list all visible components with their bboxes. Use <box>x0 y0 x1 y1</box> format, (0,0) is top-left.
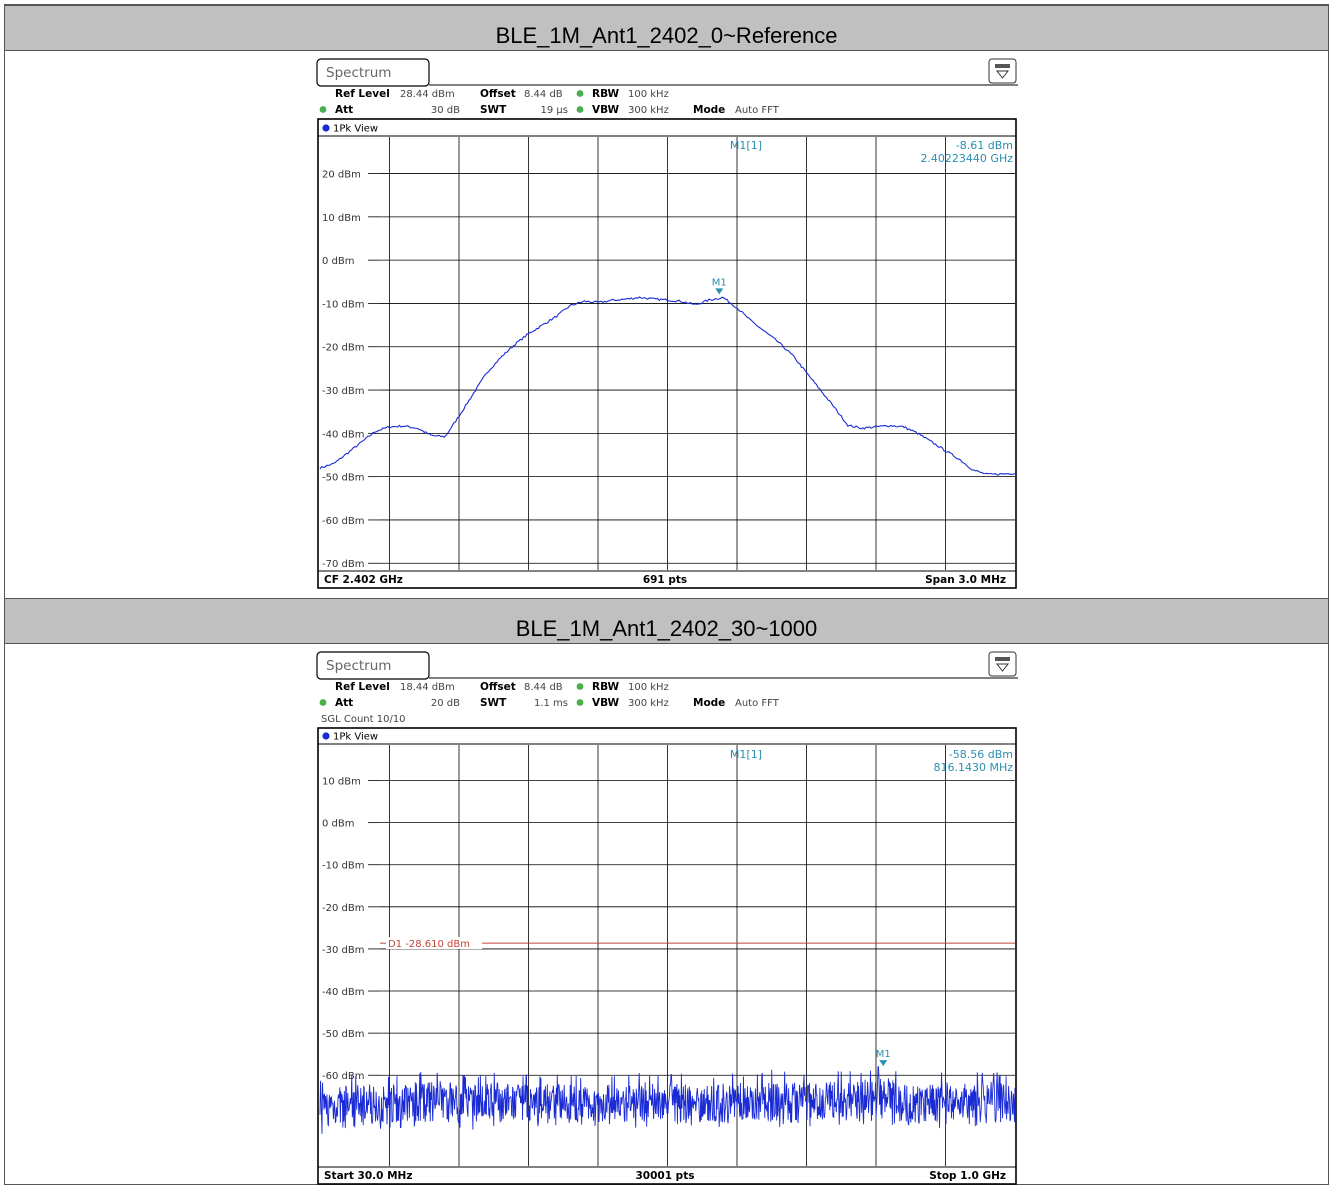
y-tick-label: -40 dBm <box>322 987 364 998</box>
marker-readout-freq: 2.40223440 GHz <box>920 152 1013 165</box>
trace-indicator-dot <box>322 124 330 132</box>
rbw-value: 100 kHz <box>628 682 669 693</box>
spectrum-tab-label: Spectrum <box>326 65 391 81</box>
y-tick-label: -30 dBm <box>322 945 364 956</box>
swt-value: 1.1 ms <box>534 698 568 709</box>
offset-value: 8.44 dB <box>524 682 563 693</box>
footer-center: 691 pts <box>643 574 687 586</box>
vbw-value: 300 kHz <box>628 105 669 116</box>
y-tick-label: 20 dBm <box>322 170 361 181</box>
marker-m1-label: M1 <box>876 1049 891 1060</box>
vbw-status-dot <box>576 699 584 706</box>
mode-value: Auto FFT <box>735 698 780 709</box>
rbw-label: RBW <box>592 681 620 693</box>
ref-level-value: 18.44 dBm <box>400 682 455 693</box>
rbw-status-dot <box>576 683 584 690</box>
y-tick-label: -10 dBm <box>322 299 364 310</box>
swt-value: 19 µs <box>541 105 568 116</box>
att-label: Att <box>335 104 353 116</box>
panel-menu-icon[interactable] <box>988 58 1017 84</box>
spectrum-panel-2: Spectrum Ref Level 18.44 dBm Offset 8.44… <box>316 651 1018 1185</box>
y-tick-label: -40 dBm <box>322 429 364 440</box>
vbw-value: 300 kHz <box>628 698 669 709</box>
footer-center: 30001 pts <box>636 1170 695 1182</box>
row-header-1: BLE_1M_Ant1_2402_0~Reference <box>5 5 1328 51</box>
offset-label: Offset <box>480 88 516 100</box>
y-tick-label: -60 dBm <box>322 1071 364 1082</box>
vbw-label: VBW <box>592 104 620 116</box>
view-label: 1Pk View <box>333 124 378 135</box>
spectrum-tab[interactable] <box>316 651 430 680</box>
y-tick-label: -20 dBm <box>322 903 364 914</box>
y-tick-label: -10 dBm <box>322 861 364 872</box>
att-label: Att <box>335 697 353 709</box>
footer-right: Stop 1.0 GHz <box>929 1170 1006 1182</box>
row-title-2: BLE_1M_Ant1_2402_30~1000 <box>515 616 818 641</box>
ref-level-value: 28.44 dBm <box>400 89 455 100</box>
footer-left: Start 30.0 MHz <box>324 1170 412 1182</box>
swt-label: SWT <box>480 697 507 709</box>
y-tick-label: 0 dBm <box>322 819 355 830</box>
y-tick-label: -30 dBm <box>322 386 364 397</box>
mode-label: Mode <box>693 697 725 709</box>
marker-readout-level: -58.56 dBm <box>949 748 1013 761</box>
marker-readout-level: -8.61 dBm <box>956 139 1013 152</box>
marker-m1-label: M1 <box>712 277 727 288</box>
display-line-label-bg <box>386 937 482 950</box>
marker-m1-triangle <box>715 288 724 295</box>
rbw-status-dot <box>576 90 584 97</box>
spectrum-tab[interactable] <box>316 58 430 87</box>
y-tick-label: -70 dBm <box>322 559 364 570</box>
footer-right: Span 3.0 MHz <box>925 574 1006 586</box>
display-line-label: D1 -28.610 dBm <box>388 939 470 950</box>
ref-level-label: Ref Level <box>335 88 390 100</box>
vbw-label: VBW <box>592 697 620 709</box>
footer-left: CF 2.402 GHz <box>324 574 403 586</box>
y-tick-label: -20 dBm <box>322 343 364 354</box>
mode-value: Auto FFT <box>735 105 780 116</box>
y-tick-label: 10 dBm <box>322 213 361 224</box>
spectrum-panel-1: Spectrum Ref Level 28.44 dBm Offset 8.44… <box>316 58 1018 589</box>
rbw-label: RBW <box>592 88 620 100</box>
rbw-value: 100 kHz <box>628 89 669 100</box>
row-header-2: BLE_1M_Ant1_2402_30~1000 <box>5 598 1328 644</box>
ref-level-label: Ref Level <box>335 681 390 693</box>
att-status-dot <box>319 106 327 113</box>
marker-m1-triangle <box>879 1060 888 1067</box>
marker-readout-name: M1[1] <box>730 139 762 152</box>
vbw-status-dot <box>576 106 584 113</box>
sgl-count: SGL Count 10/10 <box>321 714 406 725</box>
trace-indicator-dot <box>322 732 330 740</box>
y-tick-label: -60 dBm <box>322 516 364 527</box>
att-status-dot <box>319 699 327 706</box>
panel-menu-icon[interactable] <box>988 651 1017 677</box>
att-value: 20 dB <box>431 698 460 709</box>
spectrum-tab-label: Spectrum <box>326 658 391 674</box>
swt-label: SWT <box>480 104 507 116</box>
marker-readout-name: M1[1] <box>730 748 762 761</box>
y-tick-label: -50 dBm <box>322 1029 364 1040</box>
y-tick-label: 10 dBm <box>322 777 361 788</box>
results-table: BLE_1M_Ant1_2402_0~Reference BLE_1M_Ant1… <box>4 4 1329 1185</box>
offset-label: Offset <box>480 681 516 693</box>
marker-readout-freq: 816.1430 MHz <box>933 761 1013 774</box>
trace-1-line <box>319 1065 1016 1134</box>
view-label: 1Pk View <box>333 732 378 743</box>
att-value: 30 dB <box>431 105 460 116</box>
diagram-frame <box>317 118 1017 589</box>
offset-value: 8.44 dB <box>524 89 563 100</box>
y-tick-label: -50 dBm <box>322 473 364 484</box>
row-title-1: BLE_1M_Ant1_2402_0~Reference <box>495 23 838 48</box>
y-tick-label: 0 dBm <box>322 256 355 267</box>
trace-1-line <box>319 296 1016 476</box>
mode-label: Mode <box>693 104 725 116</box>
